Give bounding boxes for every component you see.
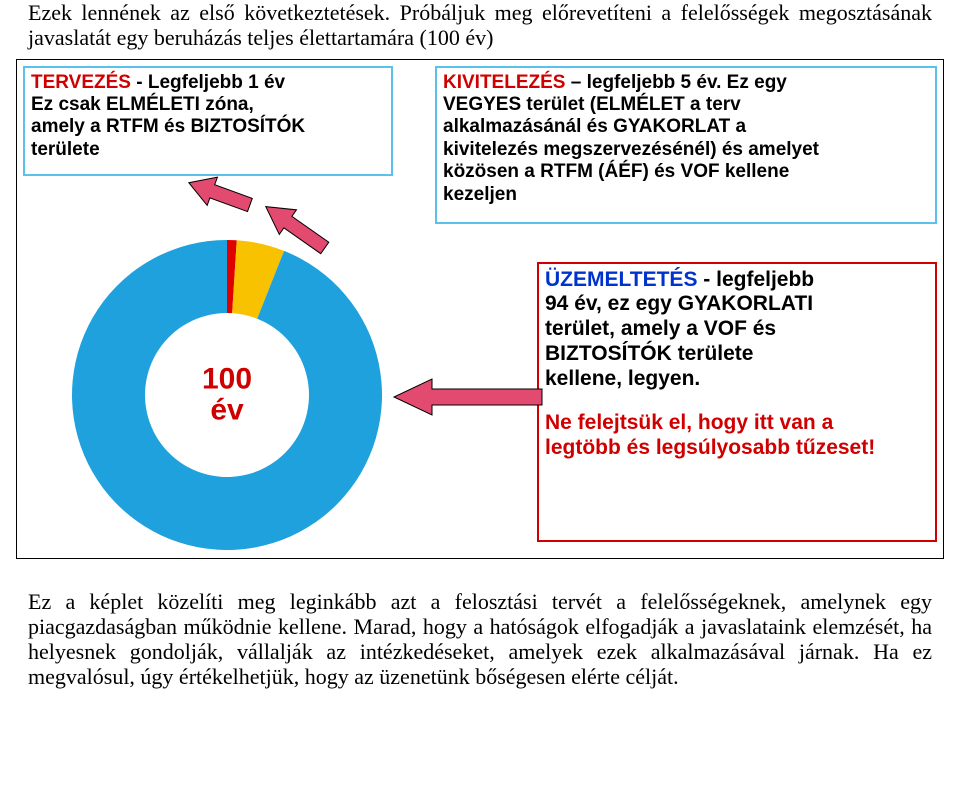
box-kivitelezes-line1: VEGYES terület (ELMÉLET a terv <box>443 94 929 116</box>
box-kivitelezes-line5: kezeljen <box>443 184 929 206</box>
arrow-kivitelezes <box>252 210 332 280</box>
box-kivitelezes-title-red: KIVITELEZÉS <box>443 72 565 93</box>
box-uzemeltetes-line1: 94 év, ez egy GYAKORLATI <box>545 292 929 317</box>
figure: TERVEZÉS - Legfeljebb 1 év Ez csak ELMÉL… <box>16 59 944 559</box>
box-uzemeltetes: ÜZEMELTETÉS - legfeljebb 94 év, ez egy G… <box>537 262 937 542</box>
box-uzemeltetes-title-rest: - legfeljebb <box>697 268 814 291</box>
intro-paragraph: Ezek lennének az első következtetések. P… <box>28 0 932 51</box>
box-kivitelezes-line4: közösen a RTFM (ÁÉF) és VOF kellene <box>443 161 929 183</box>
box-tervezes-line1: Ez csak ELMÉLETI zóna, <box>31 94 385 116</box>
box-uzemeltetes-note1: Ne felejtsük el, hogy itt van a <box>545 411 929 436</box>
box-uzemeltetes-line3: BIZTOSÍTÓK területe <box>545 342 929 367</box>
box-kivitelezes-title-rest: – legfeljebb 5 év. Ez egy <box>565 72 786 93</box>
box-tervezes-line2: amely a RTFM és BIZTOSÍTÓK <box>31 116 385 138</box>
box-tervezes-title-rest: - Legfeljebb 1 év <box>131 72 285 93</box>
box-uzemeltetes-line4: kellene, legyen. <box>545 367 929 392</box>
outro-paragraph: Ez a képlet közelíti meg leginkább azt a… <box>28 589 932 690</box>
donut-chart: 100 év <box>67 235 387 555</box>
box-uzemeltetes-line2: terület, amely a VOF és <box>545 317 929 342</box>
donut-center-100: 100 <box>202 363 252 395</box>
box-tervezes-line3: területe <box>31 139 385 161</box>
arrow-uzemeltetes <box>392 375 542 425</box>
arrow-tervezes <box>182 178 252 248</box>
box-kivitelezes-line2: alkalmazásánál és GYAKORLAT a <box>443 116 929 138</box>
box-uzemeltetes-title-blue: ÜZEMELTETÉS <box>545 268 697 291</box>
box-uzemeltetes-note2: legtöbb és legsúlyosabb tűzeset! <box>545 436 929 461</box>
box-kivitelezes: KIVITELEZÉS – legfeljebb 5 év. Ez egy VE… <box>435 66 937 224</box>
donut-center-label: 100 év <box>202 363 252 426</box>
donut-center-ev: év <box>202 395 252 427</box>
box-tervezes: TERVEZÉS - Legfeljebb 1 év Ez csak ELMÉL… <box>23 66 393 176</box>
box-kivitelezes-line3: kivitelezés megszervezésénél) és amelyet <box>443 139 929 161</box>
box-tervezes-title-red: TERVEZÉS <box>31 72 131 93</box>
